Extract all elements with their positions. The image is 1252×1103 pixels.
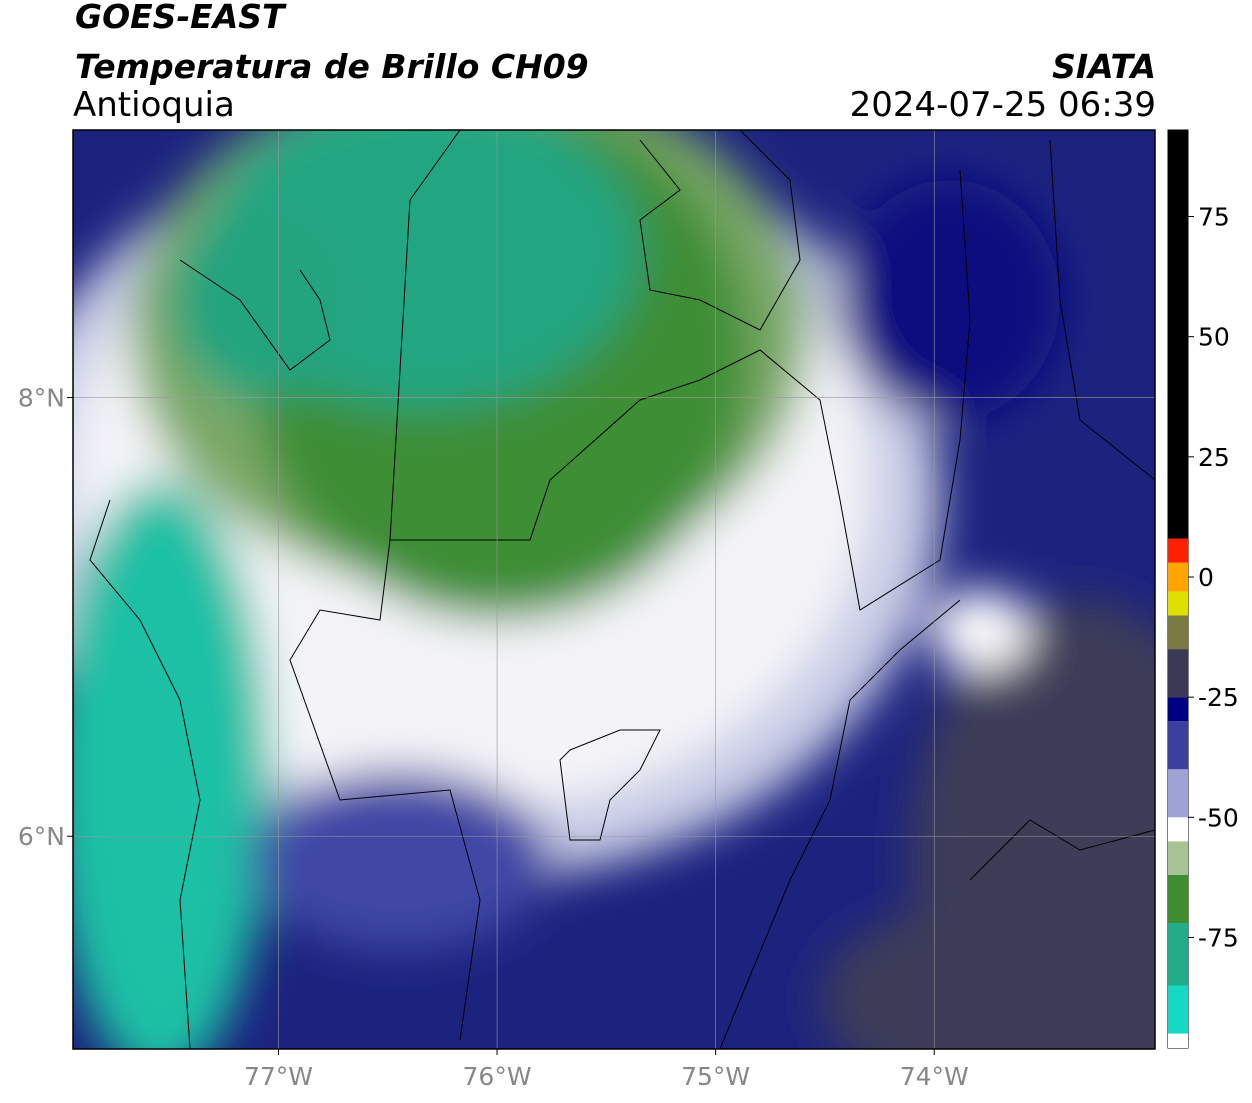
colorbar-tick-label: 25 [1198, 443, 1230, 472]
colorbar-band [1168, 649, 1188, 698]
colorbar-band [1168, 697, 1188, 722]
lon-tick-label: 77°W [244, 1062, 313, 1091]
lon-tick-label: 76°W [463, 1062, 532, 1091]
colorbar-band [1168, 562, 1188, 592]
colorbar-band [1168, 538, 1188, 563]
colorbar-band [1168, 874, 1188, 924]
colorbar-band [1168, 615, 1188, 650]
title: GOES-EAST [75, 0, 287, 36]
lat-tick-label: 6°N [18, 822, 65, 851]
colorbar-band [1168, 591, 1188, 616]
colorbar-tick-label: 0 [1198, 563, 1214, 592]
map-frame [72, 129, 1156, 1050]
lon-tick-label: 75°W [681, 1062, 750, 1091]
colorbar-tick-label: 75 [1198, 203, 1230, 232]
colorbar-band [1168, 130, 1188, 539]
colorbar-tick-label: -25 [1198, 683, 1239, 712]
datetime: 2024-07-25 06:39 [850, 85, 1156, 125]
colorbar-tick-label: 50 [1198, 323, 1230, 352]
colorbar-tick-label: -50 [1198, 803, 1239, 832]
colorbar-band [1168, 1033, 1188, 1048]
source: SIATA [1052, 47, 1156, 86]
colorbar-band [1168, 817, 1188, 842]
satellite-image [73, 130, 1155, 1049]
colorbar-band [1168, 985, 1188, 1034]
lon-tick-label: 74°W [900, 1062, 969, 1091]
colorbar-band [1168, 721, 1188, 770]
colorbar-tick-label: -75 [1198, 923, 1239, 952]
subtitle: Temperatura de Brillo CH09 [75, 47, 589, 86]
graticule [73, 130, 1155, 1049]
lat-tick-label: 8°N [18, 384, 65, 413]
colorbar-band [1168, 923, 1188, 986]
region: Antioquia [73, 85, 235, 125]
colorbar-band [1168, 841, 1188, 875]
colorbar-band [1168, 769, 1188, 818]
